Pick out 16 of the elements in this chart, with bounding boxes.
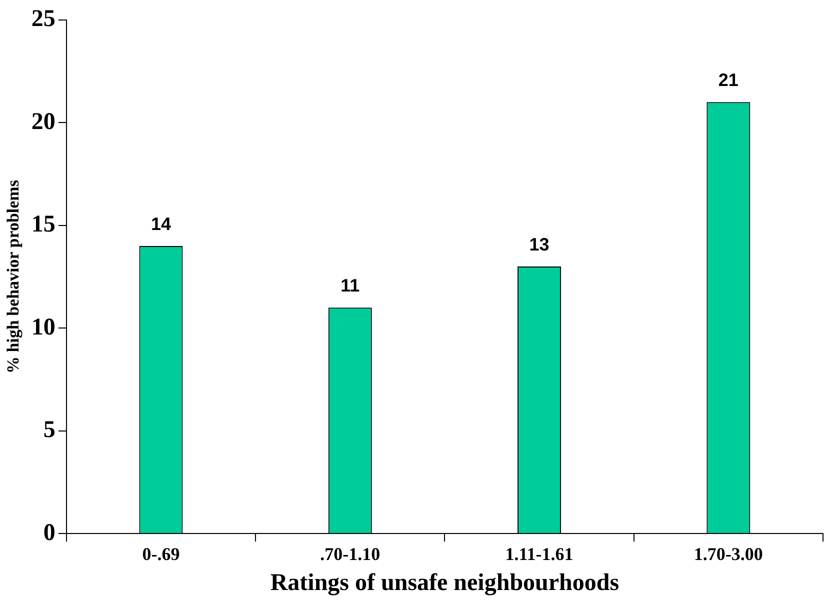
data-label: 13 (529, 234, 550, 254)
data-label: 21 (718, 70, 738, 90)
x-axis-title: Ratings of unsafe neighbourhoods (270, 570, 620, 596)
y-tick-label: 25 (31, 6, 56, 32)
data-label: 11 (340, 276, 360, 296)
data-label: 14 (150, 214, 171, 234)
y-axis-title: % high behavior problems (4, 180, 23, 374)
x-tick-label: 1.70-3.00 (694, 544, 763, 564)
y-tick-label: 15 (31, 212, 56, 238)
x-tick-label: .70-1.10 (320, 544, 380, 564)
x-tick-label: 0-.69 (142, 544, 180, 564)
y-tick-label: 10 (31, 314, 56, 340)
y-tick-label: 20 (31, 108, 56, 135)
y-tick-label: 0 (43, 520, 56, 546)
x-tick-label: 1.11-1.61 (505, 544, 574, 564)
y-tick-label: 5 (43, 417, 56, 444)
